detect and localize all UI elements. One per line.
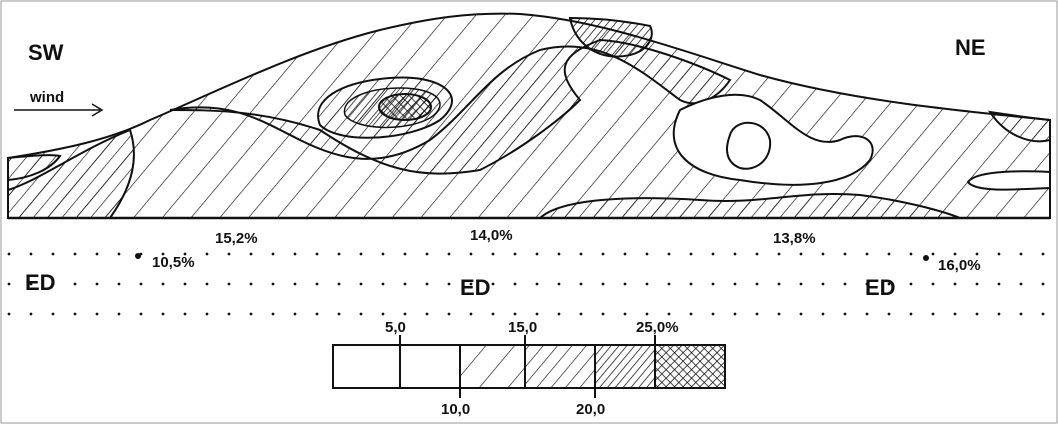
zone <box>7 128 135 219</box>
legend-label: 15,0 <box>508 319 537 336</box>
point-marker <box>923 255 929 261</box>
legend-label: 20,0 <box>576 401 605 418</box>
zone <box>568 16 653 58</box>
wind-label: wind <box>29 89 64 106</box>
legend-swatch <box>400 345 460 388</box>
legend-swatch <box>655 345 725 388</box>
legend-swatch <box>333 345 400 388</box>
zone <box>537 192 961 219</box>
point-value: 16,0% <box>938 257 981 274</box>
legend-swatch <box>460 345 525 388</box>
zone-label: ED <box>865 275 896 300</box>
zone <box>7 154 62 182</box>
surface-value: 15,2% <box>215 230 258 247</box>
legend: 5,0 15,0 25,0% 10,0 20,0 <box>332 319 726 418</box>
surface-value: 14,0% <box>470 227 513 244</box>
low-zone <box>726 121 772 170</box>
surface-value: 13,8% <box>773 230 816 247</box>
zone <box>169 38 732 175</box>
legend-label: 25,0% <box>636 319 679 336</box>
point-value: 10,5% <box>152 254 195 271</box>
low-zone <box>672 93 874 186</box>
zone-label: ED <box>460 275 491 300</box>
legend-swatch <box>525 345 595 388</box>
direction-label: SW <box>28 40 64 65</box>
direction-label: NE <box>955 35 986 60</box>
legend-swatch <box>595 345 655 388</box>
legend-label: 5,0 <box>385 319 406 336</box>
legend-box <box>332 344 726 389</box>
point-marker <box>135 253 141 259</box>
low-zone <box>966 170 1051 191</box>
zone <box>378 93 432 121</box>
zone <box>987 110 1051 143</box>
wind-arrow-head <box>91 103 104 117</box>
zone-label: ED <box>25 270 56 295</box>
dotted-area <box>6 242 1052 327</box>
legend-label: 10,0 <box>441 401 470 418</box>
